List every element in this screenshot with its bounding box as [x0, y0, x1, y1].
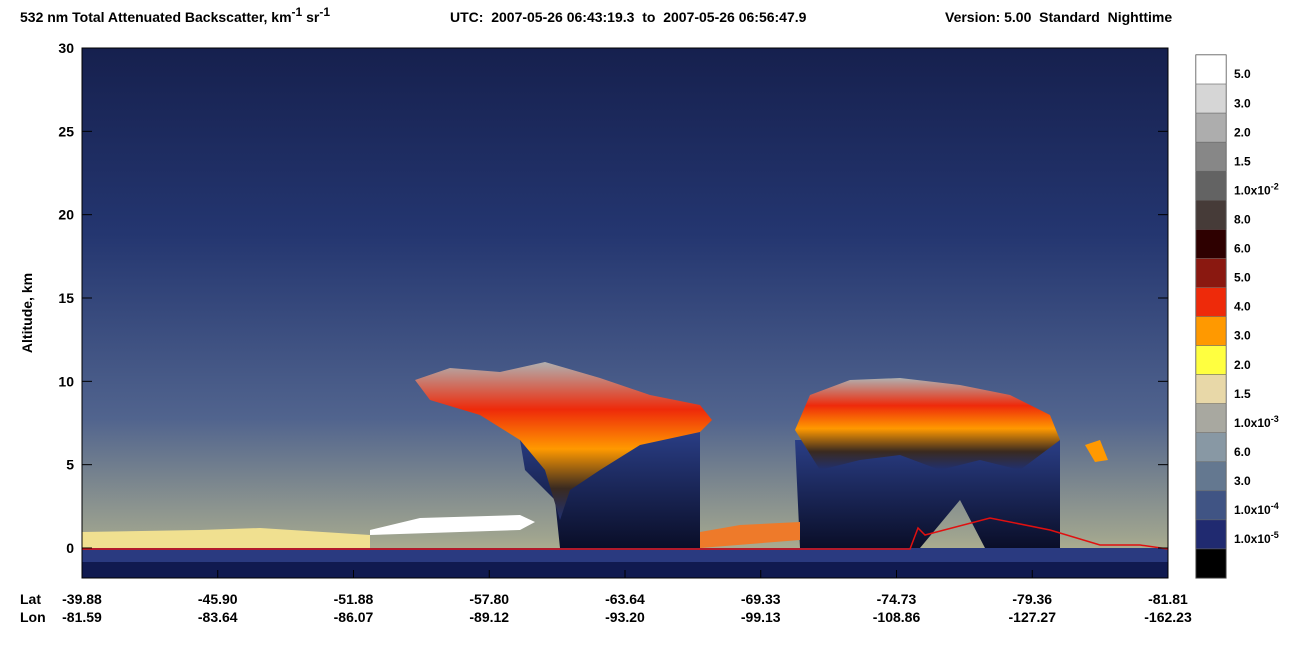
y-axis-label: Altitude, km [19, 273, 35, 353]
x-tick-label: -127.27 [1009, 609, 1057, 625]
colorbar-label: 1.0x10-4 [1234, 501, 1279, 517]
colorbar-swatch [1195, 200, 1227, 230]
colorbar-label: 6.0 [1234, 445, 1251, 459]
x-tick-label: -57.80 [469, 591, 509, 607]
colorbar-swatch [1195, 170, 1227, 201]
colorbar-swatch [1195, 287, 1227, 317]
colorbar-label: 2.0 [1234, 125, 1251, 139]
colorbar-swatch [1195, 403, 1227, 433]
colorbar-swatch [1195, 54, 1227, 85]
colorbar-label: 3.0 [1234, 474, 1251, 488]
colorbar-label-exp: -3 [1271, 414, 1279, 424]
x-tick-label: -39.88 [62, 591, 102, 607]
x-tick-label: -63.64 [605, 591, 645, 607]
colorbar-label: 5.0 [1234, 67, 1251, 81]
x-tick-label: -86.07 [334, 609, 374, 625]
x-tick-label: -81.81 [1148, 591, 1188, 607]
colorbar-label: 1.0x10-2 [1234, 181, 1279, 197]
y-tick-label: 30 [58, 40, 74, 56]
chart-title: 532 nm Total Attenuated Backscatter, km-… [20, 5, 1172, 25]
colorbar-swatch [1195, 112, 1227, 143]
x-tick-label: -81.59 [62, 609, 102, 625]
colorbar-swatch [1195, 490, 1227, 521]
colorbar-swatch [1195, 432, 1227, 463]
colorbar-label-base: 1.0x10 [1234, 532, 1271, 546]
x-tick-label: -51.88 [334, 591, 374, 607]
y-tick-label: 20 [58, 207, 74, 223]
colorbar-swatch [1195, 83, 1227, 114]
colorbar-label: 5.0 [1234, 271, 1251, 285]
x-tick-label: -74.73 [877, 591, 917, 607]
colorbar-swatch [1195, 374, 1227, 404]
colorbar-label-exp: -2 [1271, 181, 1279, 191]
colorbar-swatch [1195, 461, 1227, 492]
colorbar-label-base: 1.0x10 [1234, 416, 1271, 430]
colorbar-swatch [1195, 316, 1227, 346]
y-tick-label: 5 [66, 457, 74, 473]
colorbar-label: 4.0 [1234, 300, 1251, 314]
colorbar-label: 6.0 [1234, 242, 1251, 256]
colorbar-swatch [1195, 519, 1227, 550]
colorbar-label: 8.0 [1234, 213, 1251, 227]
colorbar-swatch [1195, 258, 1227, 288]
colorbar-label-exp: -5 [1271, 530, 1279, 540]
x-tick-label: -69.33 [741, 591, 781, 607]
colorbar-label: 3.0 [1234, 96, 1251, 110]
row-label: Lat [20, 591, 41, 607]
x-tick-label: -99.13 [741, 609, 781, 625]
y-tick-label: 25 [58, 123, 74, 139]
colorbar-label-base: 1.0x10 [1234, 503, 1271, 517]
y-tick-label: 15 [58, 290, 74, 306]
row-label: Lon [20, 609, 46, 625]
x-tick-label: -83.64 [198, 609, 238, 625]
colorbar-swatch [1195, 229, 1227, 259]
colorbar-label-base: 1.0x10 [1234, 183, 1271, 197]
y-tick-label: 10 [58, 373, 74, 389]
x-tick-label: -93.20 [605, 609, 645, 625]
colorbar-swatch [1195, 141, 1227, 172]
colorbar-label: 1.0x10-3 [1234, 414, 1279, 430]
colorbar-swatch [1195, 548, 1227, 579]
x-tick-label: -79.36 [1012, 591, 1052, 607]
x-tick-label: -45.90 [198, 591, 238, 607]
x-tick-label: -89.12 [469, 609, 509, 625]
y-tick-label: 0 [66, 540, 74, 556]
colorbar-label: 1.0x10-5 [1234, 530, 1279, 546]
x-tick-label: -108.86 [873, 609, 921, 625]
colorbar-swatch [1195, 345, 1227, 375]
colorbar-label-exp: -4 [1271, 501, 1279, 511]
curtain-image [82, 48, 1169, 578]
colorbar-label: 1.5 [1234, 154, 1251, 168]
colorbar-label: 1.5 [1234, 387, 1251, 401]
colorbar-label: 2.0 [1234, 358, 1251, 372]
colorbar-label: 3.0 [1234, 329, 1251, 343]
x-tick-label: -162.23 [1144, 609, 1192, 625]
